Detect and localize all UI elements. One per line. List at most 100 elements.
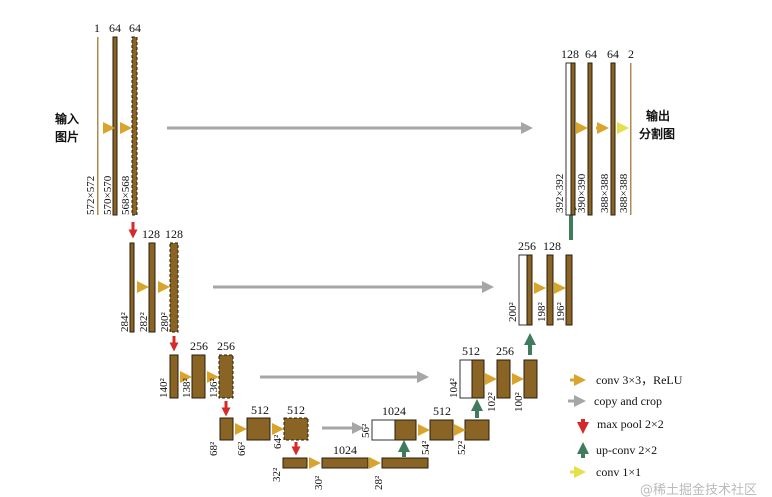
feature-map — [394, 419, 417, 441]
channel-label: 512 — [287, 403, 305, 417]
dim-label: 570×570 — [102, 175, 114, 215]
legend-max-pool-label: max pool 2×2 — [597, 417, 664, 431]
decoder-level-4: 1024 512 56² 54² 52² — [360, 399, 490, 455]
dim-label: 138² — [181, 378, 193, 399]
channel-label: 128 — [165, 227, 183, 241]
dim-label: 52² — [456, 440, 468, 455]
feature-map — [169, 354, 179, 399]
input-label: 输入 — [55, 111, 79, 126]
feature-map-cropped — [131, 36, 138, 216]
decoder-level-2: 256 128 200² 198² 196² — [507, 198, 577, 326]
dim-label: 136² — [208, 378, 220, 399]
dim-label: 200² — [507, 302, 519, 323]
dim-label: 572×572 — [85, 176, 97, 215]
feature-map — [97, 37, 99, 215]
encoder-level-4: 512 512 68² 66² 64² — [208, 403, 364, 456]
watermark: @稀土掘金技术社区 — [640, 482, 757, 497]
dim-label: 390×390 — [576, 173, 588, 213]
feature-map — [464, 419, 490, 441]
dim-label: 68² — [208, 441, 220, 456]
channel-label: 256 — [518, 239, 536, 253]
legend: conv 3×3，ReLU copy and crop max pool 2×2… — [568, 373, 757, 497]
legend-conv-label: conv 3×3，ReLU — [596, 373, 683, 387]
decoder-level-1: 128 64 64 2 392×392 390×390 388×388 388×… — [554, 47, 675, 216]
channel-label: 1 — [94, 21, 100, 35]
copied-feature-map — [371, 419, 396, 441]
feature-map — [148, 242, 156, 333]
feature-map — [321, 457, 369, 469]
dim-label: 388×388 — [599, 173, 611, 213]
legend-up-conv-label: up-conv 2×2 — [596, 443, 657, 457]
dim-label: 54² — [420, 440, 432, 455]
dim-label: 198² — [536, 302, 548, 323]
feature-map-cropped — [169, 242, 179, 333]
feature-map — [471, 359, 485, 399]
channel-label: 64 — [129, 21, 141, 35]
feature-map — [526, 254, 533, 326]
feature-map-cropped — [283, 417, 309, 441]
dim-label: 104² — [448, 378, 460, 399]
dim-label: 66² — [236, 441, 248, 456]
dim-label: 32² — [271, 467, 283, 482]
channel-label: 1024 — [333, 443, 357, 457]
bottleneck-level-5: 1024 32² 30² 28² — [271, 440, 429, 490]
copied-feature-map — [518, 254, 528, 326]
channel-label: 256 — [496, 344, 514, 358]
channel-label: 256 — [190, 339, 208, 353]
feature-map — [246, 417, 271, 441]
legend-conv1x1-label: conv 1×1 — [596, 465, 641, 479]
encoder-level-3: 256 256 140² 138² 136² — [158, 339, 429, 417]
decoder-level-3: 512 256 104² 102² 100² — [448, 333, 538, 413]
feature-map — [610, 62, 616, 216]
feature-map-cropped — [218, 354, 234, 399]
output-label: 分割图 — [639, 126, 675, 141]
feature-map — [565, 254, 573, 326]
dim-label: 64² — [272, 434, 284, 449]
dim-label: 102² — [486, 392, 498, 413]
legend-copy-label: copy and crop — [594, 394, 662, 408]
channel-label: 512 — [433, 404, 451, 418]
dim-label: 196² — [555, 302, 567, 323]
feature-map — [496, 359, 511, 399]
channel-label: 256 — [217, 339, 235, 353]
copied-feature-map — [565, 62, 572, 216]
dim-label: 282² — [138, 312, 150, 333]
feature-map — [381, 457, 429, 469]
channel-label: 64 — [585, 47, 597, 61]
feature-map — [587, 62, 593, 216]
output-map — [630, 63, 632, 215]
channel-label: 512 — [462, 344, 480, 358]
channel-label: 128 — [142, 227, 160, 241]
feature-map — [546, 254, 554, 326]
channel-label: 512 — [251, 403, 269, 417]
dim-label: 388×388 — [618, 173, 630, 213]
feature-map — [219, 417, 234, 441]
channel-label: 2 — [628, 47, 634, 61]
encoder-level-2: 128 128 284² 282² 280² — [119, 227, 494, 352]
channel-label: 64 — [607, 47, 619, 61]
dim-label: 568×568 — [120, 175, 132, 215]
channel-label: 128 — [543, 239, 561, 253]
input-label: 图片 — [55, 129, 79, 144]
dim-label: 100² — [513, 392, 525, 413]
channel-label: 64 — [109, 21, 121, 35]
dim-label: 28² — [373, 475, 385, 490]
dim-label: 284² — [119, 312, 131, 333]
copied-feature-map — [459, 359, 473, 399]
channel-label: 128 — [561, 47, 579, 61]
dim-label: 30² — [313, 475, 325, 490]
channel-label: 1024 — [382, 404, 406, 418]
feature-map — [429, 419, 454, 441]
dim-label: 140² — [158, 378, 170, 399]
feature-map — [570, 62, 576, 216]
feature-map — [129, 242, 135, 333]
output-label: 输出 — [646, 108, 670, 123]
feature-map — [282, 457, 308, 469]
feature-map — [523, 359, 538, 399]
dim-label: 392×392 — [554, 174, 566, 213]
dim-label: 280² — [159, 312, 171, 333]
encoder-level-1: 输入 图片 1 64 64 572×572 570×570 568×568 — [55, 21, 533, 239]
feature-map — [191, 354, 206, 399]
